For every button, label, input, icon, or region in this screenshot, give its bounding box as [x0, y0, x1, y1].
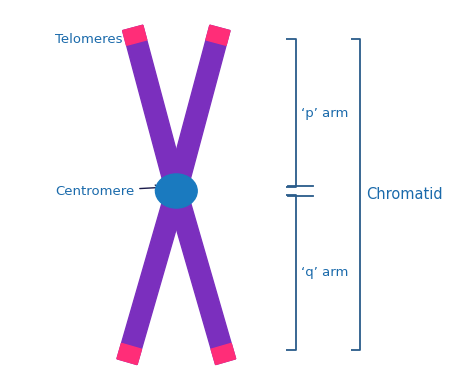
- Text: ‘p’ arm: ‘p’ arm: [301, 107, 349, 120]
- Polygon shape: [166, 188, 236, 364]
- Ellipse shape: [155, 174, 197, 208]
- Text: ‘q’ arm: ‘q’ arm: [301, 266, 349, 279]
- Polygon shape: [211, 343, 236, 364]
- Polygon shape: [123, 25, 186, 194]
- Polygon shape: [123, 25, 147, 45]
- Polygon shape: [117, 343, 141, 364]
- Polygon shape: [206, 25, 230, 45]
- Text: Centromere: Centromere: [55, 185, 161, 197]
- Polygon shape: [166, 25, 230, 194]
- Text: Telomeres: Telomeres: [55, 33, 132, 46]
- Text: Chromatid: Chromatid: [366, 187, 443, 202]
- Polygon shape: [117, 188, 186, 364]
